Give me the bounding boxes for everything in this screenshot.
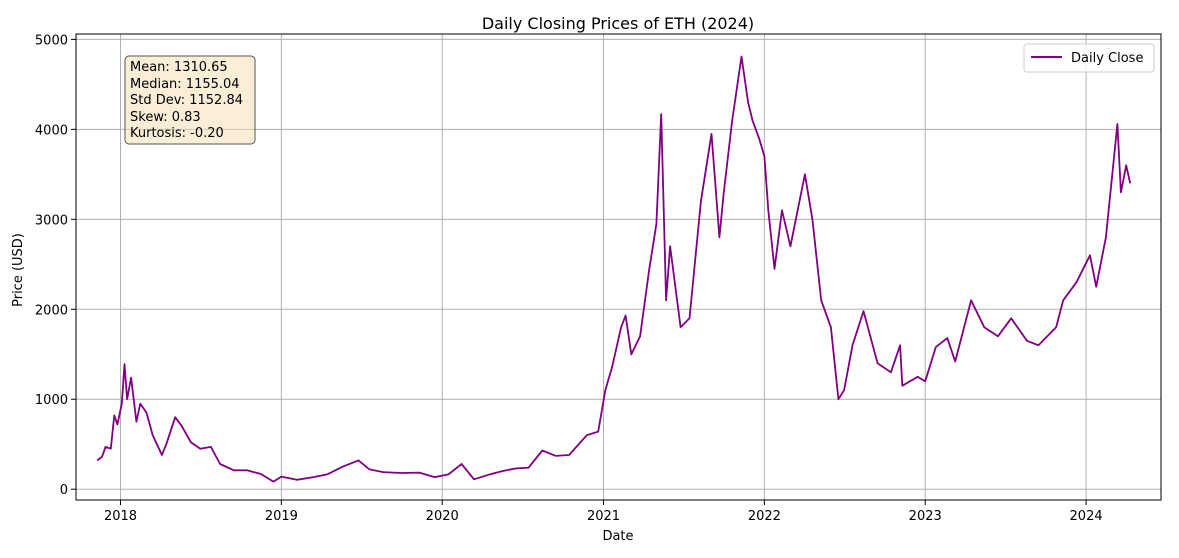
- stat-std-dev: Std Dev: 1152.84: [130, 93, 243, 108]
- axis-ticks: 2018 2019 2020 2021 2022 2023 2024 0 1000 2000 300…: [35, 33, 1103, 524]
- stats-box: Mean: 1310.65 Median: 1155.04 Std Dev: 1…: [124, 55, 256, 145]
- y-axis-label: Price (USD): [11, 233, 26, 307]
- y-tick-label: 0: [60, 483, 68, 498]
- stat-skew: Skew: 0.83: [130, 110, 201, 125]
- stat-kurtosis: Kurtosis: -0.20: [130, 126, 224, 141]
- x-axis-label: Date: [602, 529, 633, 544]
- legend: Daily Close: [1023, 43, 1155, 73]
- plot-frame: [75, 33, 1162, 501]
- y-tick-label: 1000: [35, 393, 68, 408]
- legend-label-daily-close: Daily Close: [1071, 51, 1143, 66]
- x-tick-label: 2019: [265, 509, 298, 524]
- y-tick-label: 4000: [35, 123, 68, 138]
- y-tick-label: 2000: [35, 303, 68, 318]
- x-tick-label: 2020: [426, 509, 459, 524]
- legend-box: [1023, 43, 1155, 73]
- grid-lines: [76, 34, 1161, 500]
- x-tick-label: 2018: [104, 509, 137, 524]
- series-layer: [96, 55, 1132, 483]
- stats-box-background: [124, 55, 256, 145]
- x-tick-label: 2024: [1070, 509, 1103, 524]
- stat-median: Median: 1155.04: [130, 77, 240, 92]
- y-tick-label: 5000: [35, 33, 68, 48]
- x-tick-label: 2023: [909, 509, 942, 524]
- x-tick-label: 2022: [748, 509, 781, 524]
- series-line-daily-close: [96, 55, 1132, 483]
- y-tick-label: 3000: [35, 213, 68, 228]
- chart-title: Daily Closing Prices of ETH (2024): [482, 14, 754, 33]
- x-tick-label: 2021: [587, 509, 620, 524]
- stat-mean: Mean: 1310.65: [130, 60, 228, 75]
